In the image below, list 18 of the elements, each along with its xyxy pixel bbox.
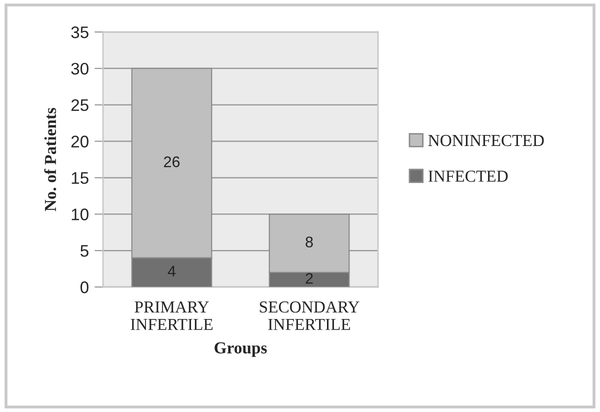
x-axis-title: Groups — [214, 342, 267, 357]
legend-label: NONINFECTED — [428, 134, 544, 146]
x-tick-label: PRIMARY INFERTILE — [130, 301, 213, 330]
y-tick-label: 10 — [72, 208, 88, 220]
data-label: 2 — [306, 272, 313, 284]
y-tick-label: 15 — [72, 172, 88, 184]
y-tick-label: 35 — [71, 26, 88, 38]
y-tick-label: 20 — [71, 136, 88, 148]
data-label: 8 — [306, 236, 313, 248]
y-axis-title: No. of Patients — [44, 108, 56, 212]
y-tick-label: 0 — [80, 281, 88, 294]
y-tick-label: 5 — [80, 245, 88, 257]
y-tick-label: 30 — [71, 62, 88, 75]
data-label: 26 — [164, 156, 180, 168]
y-tick-label: 25 — [71, 99, 88, 112]
legend-label: INFECTED — [428, 170, 508, 182]
data-label: 4 — [168, 266, 176, 276]
x-tick-label: SECONDARY INFERTILE — [260, 301, 360, 330]
